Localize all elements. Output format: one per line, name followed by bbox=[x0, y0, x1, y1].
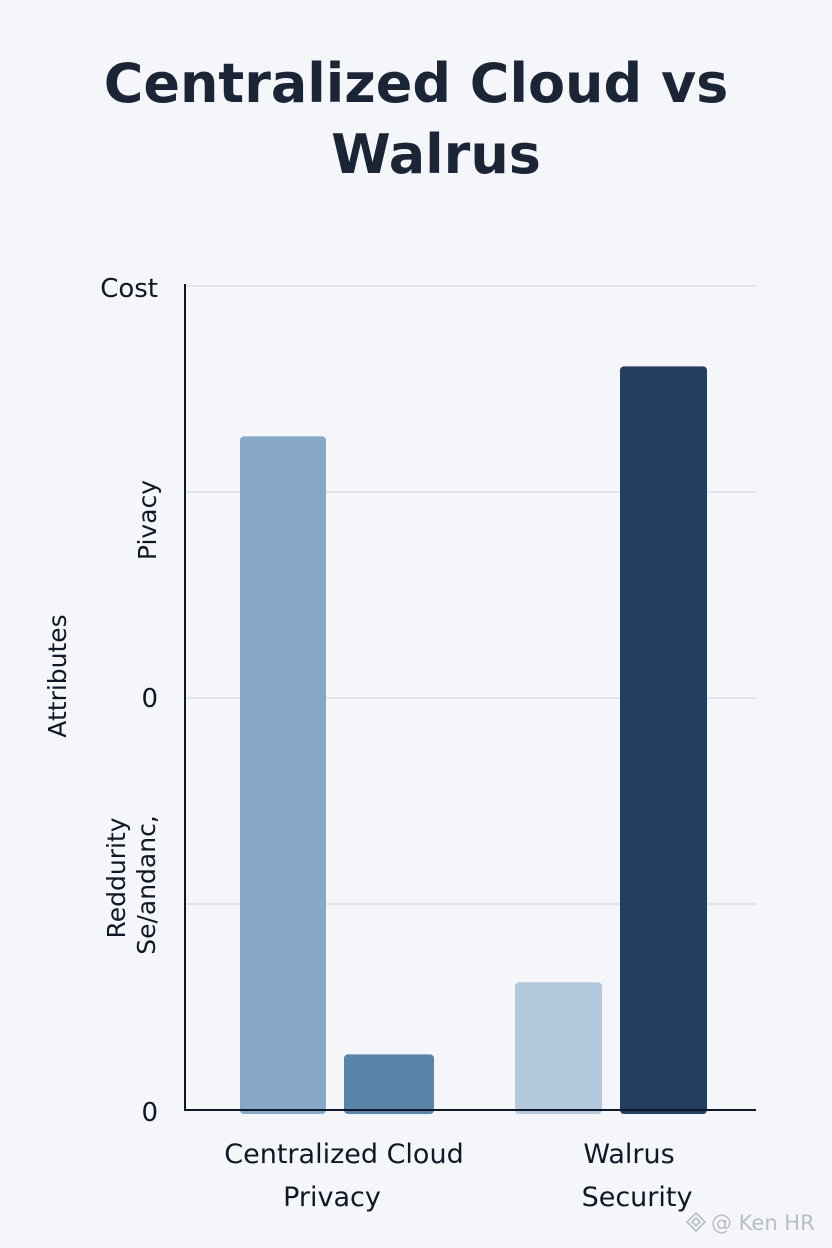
watermark-text: @ Ken HR bbox=[711, 1211, 815, 1235]
watermark: @ Ken HR bbox=[685, 1211, 815, 1235]
x-tick-label-centralized-cloud: Centralized Cloud bbox=[224, 1139, 463, 1170]
chart-title-line-2: Walrus bbox=[331, 123, 541, 186]
x-tick-label-privacy: Privacy bbox=[283, 1182, 381, 1213]
y-axis-label: Attributes bbox=[43, 614, 72, 737]
y-tick-label-seandanc: Se/andanc, bbox=[132, 815, 161, 955]
y-tick-label-cost: Cost bbox=[100, 274, 158, 304]
bars bbox=[240, 366, 707, 1115]
bar-4 bbox=[620, 366, 707, 1115]
diamond-logo-icon bbox=[685, 1211, 707, 1233]
bar-2 bbox=[344, 1054, 434, 1114]
y-tick-label-reddurity: Reddurity bbox=[102, 817, 131, 938]
chart-title: Centralized Cloud vs Walrus bbox=[104, 52, 729, 186]
x-tick-label-walrus: Walrus bbox=[583, 1139, 674, 1170]
bar-3 bbox=[515, 982, 602, 1114]
bar-1 bbox=[240, 436, 326, 1114]
chart-title-line-1: Centralized Cloud vs bbox=[104, 52, 729, 115]
y-tick-label-zero-bottom: 0 bbox=[141, 1098, 158, 1128]
y-tick-label-pivacy: Pivacy bbox=[133, 480, 162, 560]
y-tick-label-zero-mid: 0 bbox=[141, 684, 158, 714]
x-tick-label-security: Security bbox=[582, 1182, 693, 1213]
